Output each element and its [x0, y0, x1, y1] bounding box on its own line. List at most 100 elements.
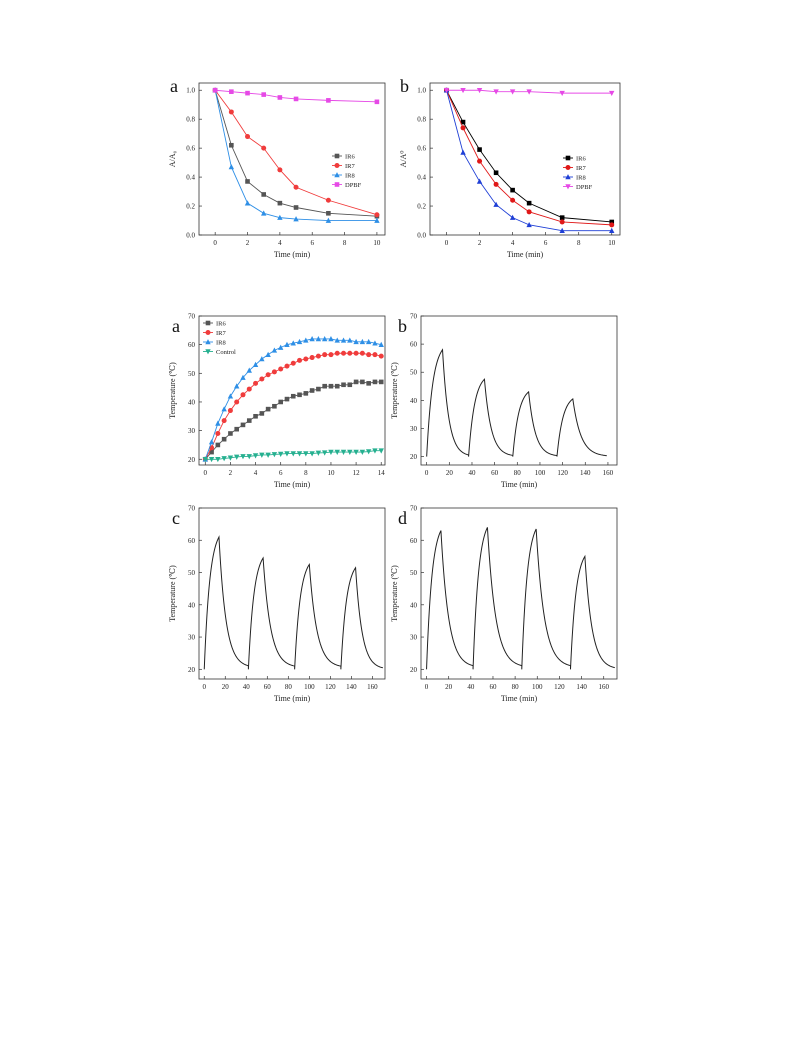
legend-marker [565, 174, 571, 180]
legend-label: IR7 [345, 163, 356, 170]
data-point [340, 337, 347, 343]
data-point [265, 372, 271, 378]
data-point [334, 350, 340, 356]
data-point [328, 449, 334, 456]
x-tick-label: 100 [532, 683, 543, 691]
data-point [353, 350, 359, 356]
data-point [559, 227, 565, 233]
y-tick-label: 60 [410, 537, 418, 545]
data-point [253, 413, 258, 419]
x-axis-title: Time (min) [274, 480, 311, 489]
y-tick-label: 70 [410, 505, 418, 513]
data-point [510, 197, 516, 203]
data-point [321, 336, 328, 342]
data-series [444, 87, 615, 228]
series-line [426, 527, 615, 670]
data-point [316, 386, 321, 392]
data-series [426, 527, 615, 670]
y-tick-label: 40 [410, 397, 418, 405]
legend-label: IR8 [216, 340, 226, 347]
panel-label: a [172, 316, 180, 336]
series-line [203, 535, 384, 670]
legend-label: DPBF [345, 182, 362, 189]
data-point [221, 456, 227, 462]
data-point [347, 382, 353, 388]
panel-label: a [170, 76, 178, 96]
legend-marker [334, 172, 340, 178]
data-point [378, 379, 384, 385]
data-point [209, 449, 214, 455]
x-tick-label: 2 [478, 239, 482, 247]
x-tick-label: 2 [229, 469, 233, 477]
x-tick-label: 4 [254, 469, 258, 477]
data-point [284, 451, 290, 457]
x-tick-label: 6 [544, 239, 548, 247]
legend-label: IR6 [345, 154, 356, 161]
data-point [290, 451, 296, 457]
data-point [309, 388, 315, 393]
y-tick-label: 0.4 [186, 174, 195, 182]
data-series [202, 336, 384, 462]
data-point [261, 92, 266, 97]
data-point [353, 449, 359, 456]
data-point [296, 451, 303, 457]
x-tick-label: 100 [304, 683, 315, 691]
data-point [365, 338, 372, 345]
series-line [426, 348, 607, 457]
data-point [334, 337, 340, 343]
data-point [297, 357, 303, 363]
data-point [372, 448, 378, 454]
legend-marker [205, 339, 211, 345]
legend-marker [205, 320, 211, 326]
data-point [228, 109, 234, 115]
data-point [277, 451, 284, 458]
x-tick-label: 120 [557, 469, 568, 477]
x-tick-label: 0 [425, 469, 429, 477]
x-tick-label: 20 [222, 683, 230, 691]
data-point [296, 338, 303, 345]
data-point [325, 217, 332, 223]
data-point [271, 347, 278, 353]
x-tick-label: 140 [346, 683, 357, 691]
y-tick-label: 1.0 [186, 87, 195, 95]
x-axis-title: Time (min) [501, 694, 538, 703]
series-line [446, 90, 612, 232]
data-point [609, 219, 615, 225]
data-point [253, 380, 259, 386]
x-tick-label: 60 [264, 683, 272, 691]
x-tick-label: 160 [598, 683, 609, 691]
legend-label: IR6 [576, 156, 587, 163]
data-point [493, 181, 499, 187]
data-point [334, 449, 340, 456]
x-tick-label: 2 [246, 239, 250, 247]
legend-marker [565, 184, 571, 190]
y-tick-label: 0.2 [417, 203, 426, 211]
data-series [212, 87, 380, 105]
data-point [240, 422, 246, 428]
x-tick-label: 0 [213, 239, 217, 247]
x-tick-label: 160 [367, 683, 378, 691]
data-point [284, 341, 290, 347]
data-point [372, 340, 378, 346]
data-point [265, 351, 271, 357]
data-point [347, 449, 353, 456]
data-point [374, 212, 380, 218]
data-point [378, 448, 384, 454]
y-tick-label: 60 [188, 537, 196, 545]
legend: IR6 IR7 IR8 DPBF [563, 156, 593, 191]
data-series [203, 535, 384, 670]
legend-label: IR7 [216, 330, 227, 337]
data-point [234, 426, 240, 432]
data-point [347, 337, 353, 343]
data-point [315, 450, 322, 456]
data-point [309, 336, 315, 342]
data-point [221, 406, 227, 412]
data-point [365, 449, 372, 455]
y-tick-label: 60 [188, 341, 196, 349]
data-point [372, 379, 378, 385]
x-tick-label: 4 [511, 239, 515, 247]
y-tick-label: 50 [188, 569, 196, 577]
x-tick-label: 20 [445, 683, 453, 691]
x-axis-title: Time (min) [274, 250, 311, 259]
